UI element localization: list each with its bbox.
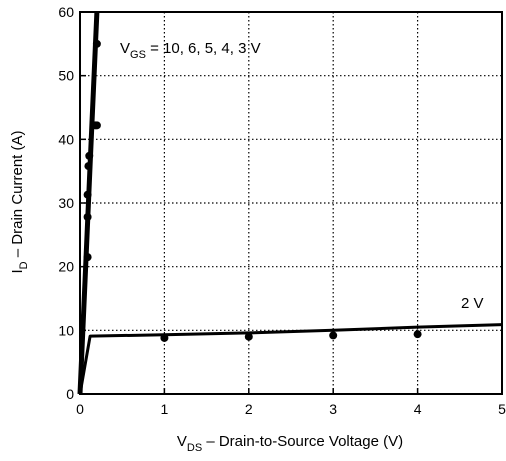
x-tick-label-2: 2 xyxy=(245,401,253,417)
series-lines xyxy=(77,11,503,395)
data-point-3 xyxy=(84,162,93,171)
two-volt-annotation: 2 V xyxy=(461,295,484,312)
y-tick-label-40: 40 xyxy=(58,131,74,147)
data-point-9 xyxy=(244,332,253,341)
x-tick-label-1: 1 xyxy=(161,401,169,417)
x-tick-label-0: 0 xyxy=(76,401,84,417)
x-axis-label: VDS – Drain-to-Source Voltage (V) xyxy=(177,433,403,454)
data-point-1 xyxy=(83,213,92,222)
data-point-0 xyxy=(83,253,92,262)
plot-frame xyxy=(79,11,503,395)
data-point-8 xyxy=(160,333,169,342)
data-point-7 xyxy=(92,39,101,48)
data-point-11 xyxy=(413,330,422,339)
y-tick-label-10: 10 xyxy=(58,322,74,338)
data-point-2 xyxy=(83,190,92,199)
x-tick-label-3: 3 xyxy=(329,401,337,417)
data-points xyxy=(83,39,422,342)
grid xyxy=(80,12,502,394)
x-tick-label-4: 4 xyxy=(414,401,422,417)
y-tick-label-20: 20 xyxy=(58,259,74,275)
x-tick-label-5: 5 xyxy=(498,401,506,417)
x-axis-ticks: 0 1 2 3 4 5 xyxy=(76,388,506,417)
data-point-10 xyxy=(329,331,338,340)
y-tick-label-0: 0 xyxy=(66,386,74,402)
y-tick-label-30: 30 xyxy=(58,195,74,211)
series-line-1 xyxy=(78,323,503,395)
y-axis-ticks: 0 10 20 30 40 50 60 xyxy=(58,4,86,402)
vgs-annotation: VGS = 10, 6, 5, 4, 3 V xyxy=(120,40,261,61)
y-tick-label-50: 50 xyxy=(58,68,74,84)
y-axis-label: ID – Drain Current (A) xyxy=(9,131,30,274)
data-point-4 xyxy=(85,151,94,160)
data-point-6 xyxy=(92,121,101,130)
y-tick-label-60: 60 xyxy=(58,4,74,20)
